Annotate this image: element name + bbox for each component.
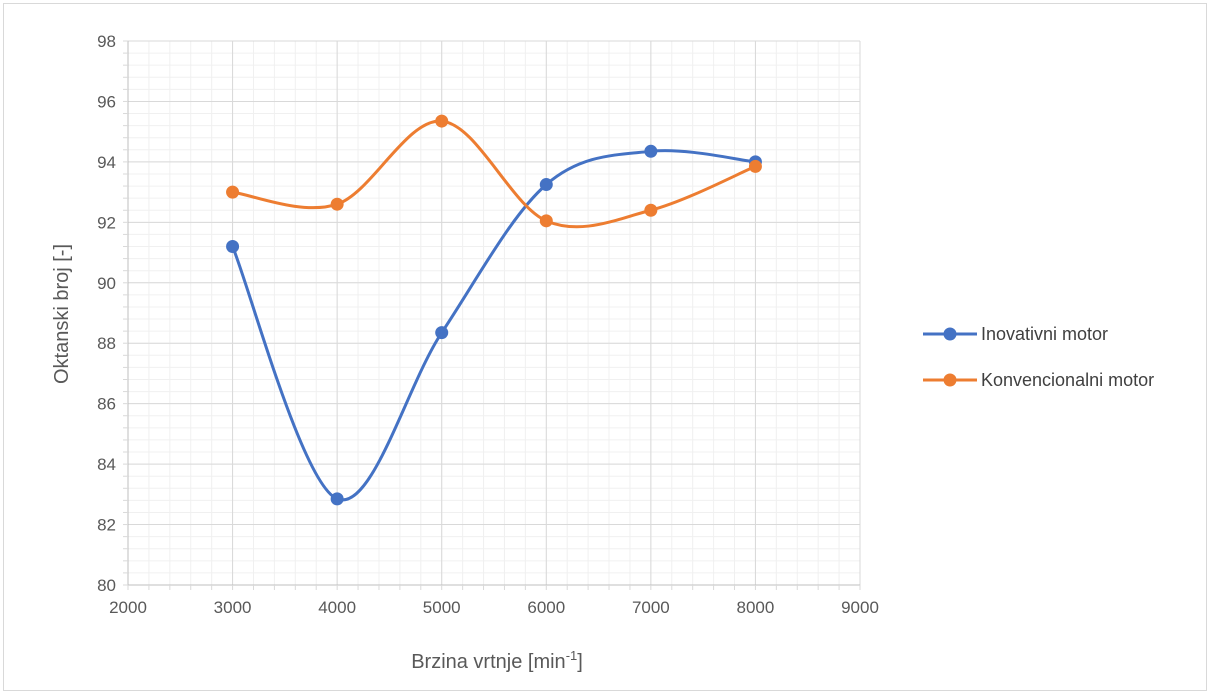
y-tick-label: 84 — [97, 455, 116, 474]
y-tick-label: 90 — [97, 274, 116, 293]
x-axis-title: Brzina vrtnje [min-1] — [411, 648, 583, 673]
data-point — [330, 492, 344, 506]
legend-marker — [943, 327, 957, 341]
x-tick-label: 9000 — [841, 598, 879, 617]
legend-marker — [943, 373, 957, 387]
major-gridlines — [123, 40, 861, 590]
legend-label: Inovativni motor — [981, 324, 1108, 344]
data-point — [435, 114, 449, 128]
data-point — [539, 178, 553, 192]
data-point — [748, 159, 762, 173]
y-tick-label: 92 — [97, 213, 116, 232]
y-tick-label: 94 — [97, 153, 116, 172]
x-axis-tick-labels: 2000 3000 4000 5000 6000 7000 8000 9000 — [109, 598, 879, 617]
series-line — [231, 149, 757, 502]
y-tick-label: 88 — [97, 334, 116, 353]
data-point — [226, 240, 240, 254]
x-tick-label: 2000 — [109, 598, 147, 617]
y-tick-label: 80 — [97, 576, 116, 595]
y-tick-label: 82 — [97, 516, 116, 535]
x-tick-label: 4000 — [318, 598, 356, 617]
data-point — [644, 144, 658, 158]
series-layer — [226, 114, 762, 506]
y-tick-label: 98 — [97, 32, 116, 51]
data-point — [539, 214, 553, 228]
legend-item: Konvencionalni motor — [923, 370, 1154, 390]
data-point — [644, 203, 658, 217]
y-axis-title: Oktanski broj [-] — [51, 244, 73, 384]
legend: Inovativni motor Konvencionalni motor — [923, 324, 1154, 390]
series-1 — [226, 144, 762, 506]
data-point — [435, 326, 449, 340]
legend-item: Inovativni motor — [923, 324, 1108, 344]
chart-frame — [3, 3, 1207, 691]
data-point — [330, 197, 344, 211]
x-tick-label: 5000 — [423, 598, 461, 617]
x-tick-label: 3000 — [214, 598, 252, 617]
y-tick-label: 96 — [97, 92, 116, 111]
x-tick-label: 8000 — [737, 598, 775, 617]
x-tick-label: 7000 — [632, 598, 670, 617]
y-tick-label: 86 — [97, 395, 116, 414]
data-point — [226, 185, 240, 199]
y-axis-tick-labels: 80 82 84 86 88 90 92 94 96 98 — [97, 32, 116, 595]
minor-gridlines — [127, 40, 861, 586]
x-tick-label: 6000 — [527, 598, 565, 617]
legend-label: Konvencionalni motor — [981, 370, 1154, 390]
series-2 — [226, 114, 762, 229]
